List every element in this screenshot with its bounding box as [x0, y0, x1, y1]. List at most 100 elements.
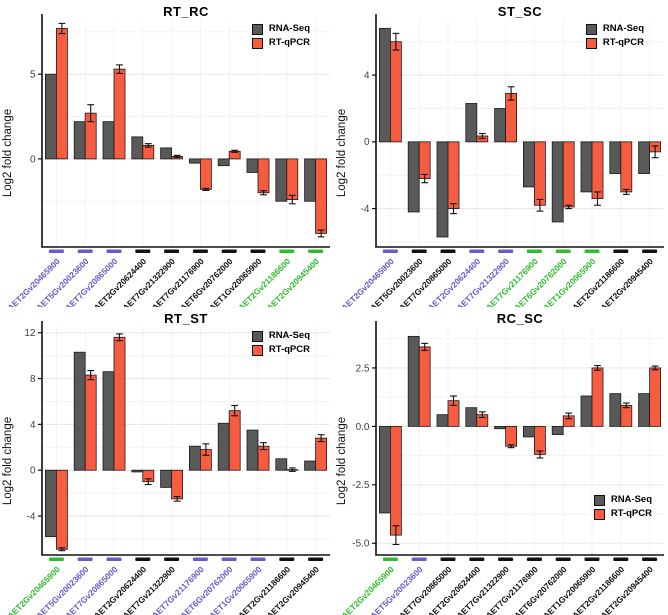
bar-rna-seq — [379, 425, 391, 514]
bar-rna-seq — [102, 121, 115, 160]
legend-entry-rna-seq: RNA-Seq — [585, 23, 644, 35]
legend-key-rna-seq — [251, 331, 263, 342]
y-tick-label: 4 — [364, 70, 370, 81]
bar-rna-seq — [436, 414, 449, 427]
y-axis-label: Log2 fold change — [336, 416, 348, 505]
bar-rt-qpcr — [113, 68, 126, 160]
legend-entry-rna-seq: RNA-Seq — [593, 494, 652, 506]
category-dash — [77, 557, 93, 561]
bar-rt-qpcr — [56, 469, 68, 550]
category-dash — [308, 249, 324, 253]
legend-entry-rna-seq: RNA-Seq — [251, 330, 310, 342]
bar-rt-qpcr — [649, 367, 662, 427]
category-dash — [411, 249, 427, 253]
bar-rna-seq — [275, 458, 288, 471]
y-axis-label: Log2 fold change — [2, 109, 14, 198]
bar-rt-qpcr — [591, 367, 604, 427]
category-dash — [192, 557, 208, 561]
bar-rna-seq — [638, 141, 651, 174]
bar-rna-seq — [131, 136, 144, 160]
legend-label-rna-seq: RNA-Seq — [268, 330, 310, 342]
legend-key-rt-qpcr — [593, 509, 605, 520]
bar-rna-seq — [522, 425, 535, 438]
bar-rna-seq — [551, 141, 564, 223]
bar-rt-qpcr — [315, 158, 328, 234]
bar-rna-seq — [580, 141, 593, 193]
category-dash — [498, 249, 514, 253]
category-dash — [584, 249, 600, 253]
legend-key-rt-qpcr — [251, 38, 263, 49]
bar-rna-seq — [407, 335, 420, 427]
legend-label-rna-seq: RNA-Seq — [610, 494, 652, 506]
y-axis-label: Log2 fold change — [2, 416, 14, 505]
bar-rna-seq — [217, 158, 230, 167]
bar-rt-qpcr — [199, 158, 212, 190]
bar-rna-seq — [188, 158, 201, 164]
bar-rt-qpcr — [286, 158, 299, 200]
bar-rt-qpcr — [228, 410, 241, 471]
y-tick-label: -4 — [361, 204, 370, 215]
bar-rt-qpcr — [533, 141, 546, 206]
y-tick-label: 12 — [24, 328, 36, 339]
bar-rna-seq — [45, 73, 57, 160]
legend: RNA-Seq RT-qPCR — [593, 494, 652, 520]
y-tick-label: 0 — [30, 154, 36, 165]
bar-rt-qpcr — [562, 141, 575, 208]
category-dash — [106, 557, 122, 561]
category-dash — [498, 557, 514, 561]
legend-key-rt-qpcr — [251, 345, 263, 356]
bar-rna-seq — [131, 469, 144, 473]
legend-label-rt-qpcr: RT-qPCR — [602, 37, 644, 49]
st-sc-bar-plot: -404AET2Gv20465900AET5Gv20023600AET7Gv20… — [339, 14, 664, 307]
bar-rt-qpcr — [257, 158, 270, 194]
rt-rc-bar-plot: 05AET2Gv20465900AET5Gv20023600AET7Gv2086… — [5, 14, 330, 307]
legend-entry-rt-qpcr: RT-qPCR — [251, 37, 310, 49]
bar-rt-qpcr — [56, 28, 68, 160]
bar-rna-seq — [275, 158, 288, 202]
category-dash — [613, 557, 629, 561]
legend-key-rna-seq — [593, 495, 605, 506]
bar-rna-seq — [246, 429, 259, 471]
category-dash — [279, 249, 295, 253]
panel-rc-sc: -5.0 -2.5 0.0 2.5 AET2Gv20465900 AET5Gv200236… — [334, 307, 668, 615]
category-dash — [642, 557, 658, 561]
bar-rna-seq — [217, 422, 230, 471]
category-dash — [135, 249, 151, 253]
legend-label-rt-qpcr: RT-qPCR — [610, 508, 652, 520]
bar-rna-seq — [188, 445, 201, 471]
bar-rna-seq — [465, 103, 478, 143]
legend-key-rna-seq — [585, 24, 597, 35]
category-dash — [221, 249, 237, 253]
panel-rt-rc: 0 5 AET2Gv20465900 AET5Gv20023600 AET7Gv2086… — [0, 0, 334, 307]
category-dash — [555, 249, 571, 253]
bar-rna-seq — [638, 393, 651, 427]
legend-label-rna-seq: RNA-Seq — [268, 23, 310, 35]
category-dash — [526, 557, 542, 561]
y-tick-label: -2.5 — [352, 480, 370, 491]
rt-st-bar-plot: -404812AET2Gv20465900AET5Gv20023600AET7G… — [5, 321, 330, 615]
bar-rt-qpcr — [620, 141, 633, 193]
bar-rt-qpcr — [315, 437, 328, 471]
rc-sc-bar-plot: -5.0-2.50.02.5AET2Gv20465900AET5Gv200236… — [339, 321, 664, 615]
legend-entry-rt-qpcr: RT-qPCR — [585, 37, 644, 49]
legend-key-rt-qpcr — [585, 38, 597, 49]
bar-rt-qpcr — [84, 374, 97, 471]
bar-rna-seq — [551, 425, 564, 435]
bar-rt-qpcr — [620, 404, 633, 427]
category-dash — [77, 249, 93, 253]
category-dash — [642, 249, 658, 253]
y-tick-label: -5.0 — [352, 539, 370, 550]
category-dash — [250, 557, 266, 561]
category-dash — [382, 249, 398, 253]
legend-label-rt-qpcr: RT-qPCR — [268, 344, 310, 356]
panel-title: RT_ST — [164, 311, 208, 326]
bar-rt-qpcr — [418, 141, 431, 179]
y-axis-label: Log2 fold change — [336, 109, 348, 198]
category-dash — [48, 557, 64, 561]
legend-entry-rna-seq: RNA-Seq — [251, 23, 310, 35]
bar-rna-seq — [246, 158, 259, 173]
category-dash — [279, 557, 295, 561]
legend: RNA-Seq RT-qPCR — [585, 23, 644, 49]
legend: RNA-Seq RT-qPCR — [251, 330, 310, 356]
